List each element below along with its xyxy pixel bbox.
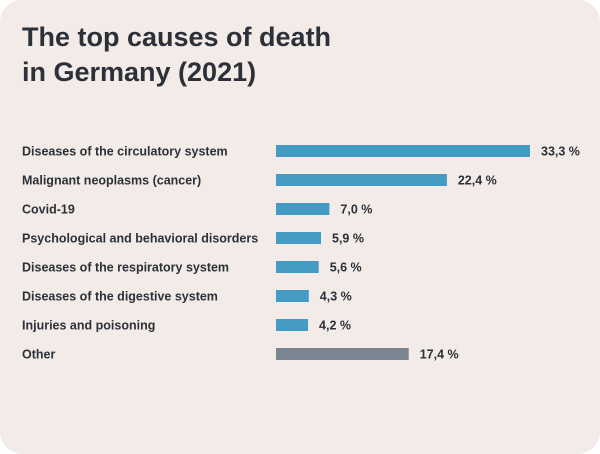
- category-label: Other: [22, 348, 55, 362]
- value-label: 22,4 %: [458, 174, 497, 188]
- category-label: Injuries and poisoning: [22, 319, 155, 333]
- bar: [276, 348, 409, 360]
- chart-title-line-1: The top causes of death: [22, 22, 332, 52]
- category-label: Covid-19: [22, 203, 75, 217]
- bar: [276, 203, 330, 215]
- category-label: Diseases of the respiratory system: [22, 261, 229, 275]
- value-label: 4,2 %: [319, 319, 351, 333]
- bar: [276, 319, 309, 331]
- bar: [276, 145, 530, 157]
- chart-title: The top causes of death in Germany (2021…: [22, 20, 382, 90]
- bar: [276, 261, 319, 273]
- value-label: 17,4 %: [420, 348, 459, 362]
- category-label: Diseases of the circulatory system: [22, 145, 228, 159]
- value-label: 5,9 %: [332, 232, 364, 246]
- chart-title-line-2: in Germany (2021): [22, 57, 257, 87]
- value-label: 4,3 %: [320, 290, 352, 304]
- category-label: Malignant neoplasms (cancer): [22, 174, 201, 188]
- category-label: Psychological and behavioral disorders: [22, 232, 258, 246]
- category-label: Diseases of the digestive system: [22, 290, 218, 304]
- value-label: 33,3 %: [541, 145, 580, 159]
- bar: [276, 232, 322, 244]
- value-label: 7,0 %: [340, 203, 372, 217]
- bar: [276, 174, 447, 186]
- value-label: 5,6 %: [330, 261, 362, 275]
- bar: [276, 290, 309, 302]
